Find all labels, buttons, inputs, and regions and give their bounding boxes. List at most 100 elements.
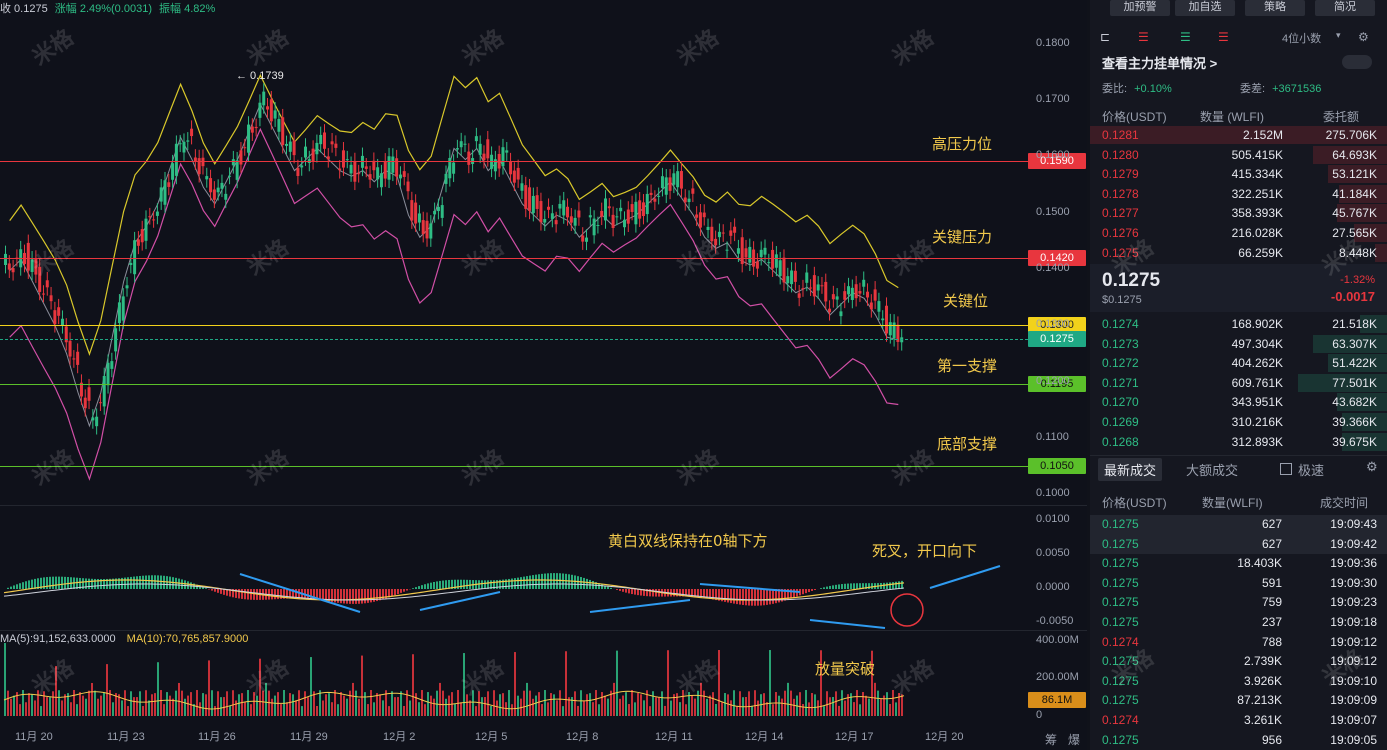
bid-row[interactable]: 0.1269 310.216K 39.366K	[1090, 412, 1387, 432]
candle-body	[516, 167, 520, 180]
trade-row[interactable]: 0.1274 788 19:09:12	[1090, 633, 1387, 653]
candle-body	[53, 310, 57, 325]
macd-bar	[145, 575, 147, 589]
volume-bar	[112, 702, 114, 716]
volume-bar	[334, 690, 336, 716]
ask-row[interactable]: 0.1277 358.393K 45.767K	[1090, 203, 1387, 223]
bid-row[interactable]: 0.1273 497.304K 63.307K	[1090, 334, 1387, 354]
volume-bar	[523, 690, 525, 716]
order-total: 39.675K	[1332, 434, 1377, 449]
macd-bar	[679, 589, 681, 597]
trade-row[interactable]: 0.1275 3.926K 19:09:10	[1090, 672, 1387, 692]
tab-latest-trades[interactable]: 最新成交	[1098, 458, 1163, 481]
col-total-header[interactable]: 委托额	[1323, 110, 1360, 124]
macd-bar	[586, 578, 588, 589]
trade-row[interactable]: 0.1275 759 19:09:23	[1090, 593, 1387, 613]
bid-row[interactable]: 0.1268 312.893K 39.675K	[1090, 432, 1387, 452]
trade-row[interactable]: 0.1275 2.739K 19:09:12	[1090, 652, 1387, 672]
trade-row[interactable]: 0.1275 18.403K 19:09:36	[1090, 554, 1387, 574]
asks-icon[interactable]: ☰	[1138, 30, 1149, 44]
candle-body	[547, 206, 551, 210]
strategy-button[interactable]: 策略	[1245, 0, 1305, 16]
summary-button[interactable]: 简况	[1315, 0, 1375, 16]
macd-bar	[415, 587, 417, 589]
tab-large-trades[interactable]: 大额成交	[1186, 463, 1239, 478]
ask-row[interactable]: 0.1276 216.028K 27.565K	[1090, 223, 1387, 243]
watchlist-button[interactable]: 加自选	[1175, 0, 1235, 16]
macd-bar	[850, 583, 852, 589]
chip-icon[interactable]: 筹	[1045, 733, 1058, 747]
volume-bar	[67, 693, 69, 716]
bid-row[interactable]: 0.1270 343.951K 43.682K	[1090, 392, 1387, 412]
volume-bar	[640, 694, 642, 716]
volume-bar	[418, 702, 420, 716]
trade-row[interactable]: 0.1275 87.213K 19:09:09	[1090, 691, 1387, 711]
candle-body	[509, 161, 513, 175]
ask-row[interactable]: 0.1280 505.415K 64.693K	[1090, 145, 1387, 165]
alert-button[interactable]: 加预警	[1110, 0, 1170, 16]
col-qty-header[interactable]: 数量 (WLFI)	[1200, 110, 1264, 124]
level-line[interactable]	[0, 384, 1028, 385]
candle-body	[816, 284, 820, 291]
trade-row[interactable]: 0.1274 3.261K 19:09:07	[1090, 711, 1387, 731]
main-orders-link[interactable]: 查看主力挂单情况 >	[1102, 56, 1218, 71]
volume-bar	[424, 704, 426, 716]
chart-panel[interactable]: 收 0.1275 涨幅 2.49%(0.0031) 振幅 4.82% ← 0.1…	[0, 0, 1087, 750]
volume-bar	[217, 691, 219, 716]
time-axis-label: 12月 14	[745, 731, 784, 743]
candle-body	[220, 182, 224, 189]
bid-row[interactable]: 0.1274 168.902K 21.518K	[1090, 314, 1387, 334]
both-sides-icon[interactable]: ⊏	[1100, 30, 1111, 44]
time-axis-label: 12月 5	[475, 731, 508, 743]
macd-bar	[673, 589, 675, 597]
pane-divider[interactable]	[0, 630, 1087, 631]
volume-bar	[280, 704, 282, 716]
trade-row[interactable]: 0.1275 591 19:09:30	[1090, 574, 1387, 594]
ask-row[interactable]: 0.1278 322.251K 41.184K	[1090, 184, 1387, 204]
candlestick-chart[interactable]	[0, 0, 1028, 730]
trade-qty: 788	[1261, 634, 1282, 649]
candle-body	[383, 161, 387, 179]
depth-icon[interactable]: ☰	[1218, 30, 1229, 44]
bids-icon[interactable]: ☰	[1180, 30, 1191, 44]
trade-row[interactable]: 0.1275 956 19:09:05	[1090, 731, 1387, 750]
level-line[interactable]	[0, 466, 1028, 467]
fast-checkbox[interactable]	[1280, 463, 1292, 475]
volume-bar	[778, 695, 780, 716]
macd-bar	[151, 575, 153, 589]
level-line[interactable]	[0, 325, 1028, 326]
level-line[interactable]	[0, 161, 1028, 162]
trade-settings-icon[interactable]: ⚙	[1366, 459, 1378, 474]
ask-row[interactable]: 0.1275 66.259K 8.448K	[1090, 243, 1387, 263]
trade-row[interactable]: 0.1275 627 19:09:42	[1090, 534, 1387, 555]
volume-bar	[163, 704, 165, 716]
decimals-chevron-icon[interactable]: ▾	[1336, 30, 1341, 40]
candle-body	[695, 214, 699, 218]
decimals-select[interactable]: 4位小数	[1282, 33, 1322, 45]
bid-row[interactable]: 0.1271 609.761K 77.501K	[1090, 373, 1387, 393]
order-price: 0.1278	[1102, 186, 1139, 201]
volume-bar	[85, 698, 87, 716]
macd-bar	[307, 589, 309, 600]
macd-bar	[781, 589, 783, 602]
volume-bar	[232, 690, 234, 716]
trade-col-qty[interactable]: 数量(WLFI)	[1202, 496, 1263, 510]
pane-divider[interactable]	[0, 505, 1087, 506]
level-price-tag: 0.1195	[1028, 376, 1086, 392]
ask-row[interactable]: 0.1281 2.152M 275.706K	[1090, 125, 1387, 145]
depth-bar	[1312, 145, 1387, 164]
trade-row[interactable]: 0.1275 627 19:09:43	[1090, 515, 1387, 535]
macd-bar	[619, 589, 621, 591]
burst-icon[interactable]: 爆	[1068, 733, 1081, 747]
volume-bar	[16, 692, 18, 716]
level-line[interactable]	[0, 258, 1028, 259]
macd-bar	[490, 580, 492, 589]
toggle-switch[interactable]	[1342, 55, 1372, 69]
volume-bar	[133, 697, 135, 716]
macd-bar	[373, 589, 375, 602]
volume-bar	[238, 694, 240, 716]
bid-row[interactable]: 0.1272 404.262K 51.422K	[1090, 353, 1387, 373]
ask-row[interactable]: 0.1279 415.334K 53.121K	[1090, 164, 1387, 184]
trade-row[interactable]: 0.1275 237 19:09:18	[1090, 613, 1387, 633]
settings-icon[interactable]: ⚙	[1358, 30, 1369, 44]
